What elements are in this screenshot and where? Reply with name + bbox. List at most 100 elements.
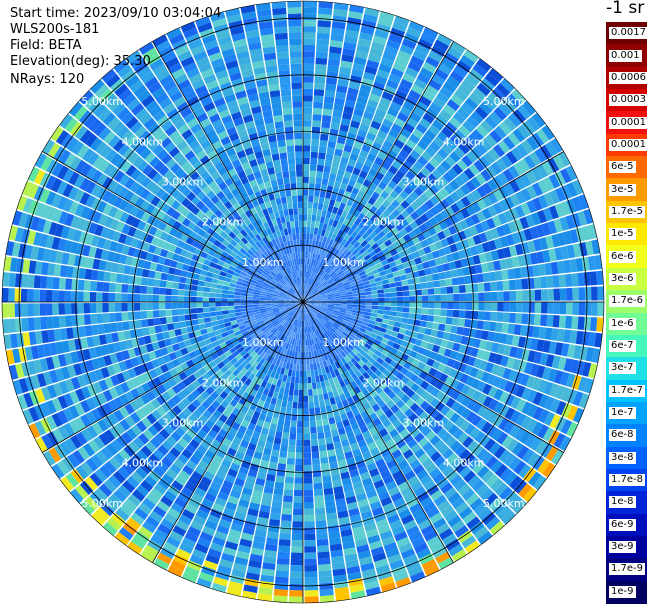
- range-gate-cell: [429, 512, 444, 524]
- range-gate-cell: [307, 214, 312, 221]
- range-gate-cell: [204, 276, 213, 283]
- range-gate-cell: [332, 324, 339, 330]
- range-gate-cell: [583, 378, 594, 394]
- range-gate-cell: [512, 499, 527, 514]
- range-gate-cell: [121, 370, 132, 382]
- range-gate-cell: [322, 418, 330, 426]
- range-gate-cell: [326, 345, 332, 353]
- range-gate-cell: [208, 444, 219, 455]
- range-gate-cell: [291, 331, 295, 339]
- range-gate-cell: [307, 305, 314, 310]
- range-gate-cell: [292, 107, 303, 115]
- range-gate-cell: [171, 480, 184, 492]
- range-gate-cell: [291, 338, 296, 345]
- range-gate-cell: [318, 146, 327, 154]
- range-gate-cell: [266, 322, 273, 328]
- range-gate-cell: [384, 302, 391, 307]
- range-gate-cell: [265, 543, 278, 552]
- range-gate-cell: [306, 307, 311, 313]
- range-gate-cell: [177, 308, 185, 316]
- range-gate-cell: [290, 303, 297, 305]
- range-gate-cell: [426, 342, 435, 351]
- range-gate-cell: [274, 121, 284, 129]
- range-gate-cell: [238, 499, 250, 508]
- range-gate-cell: [45, 235, 55, 249]
- range-gate-cell: [212, 273, 220, 280]
- range-gate-cell: [12, 348, 21, 364]
- range-gate-cell: [330, 370, 337, 378]
- range-gate-cell: [22, 409, 34, 425]
- range-gate-cell: [162, 413, 173, 424]
- range-gate-cell: [159, 248, 169, 258]
- range-gate-cell: [440, 504, 455, 517]
- range-gate-cell: [289, 170, 296, 178]
- range-gate-cell: [316, 342, 321, 350]
- range-gate-cell: [349, 350, 357, 358]
- range-gate-cell: [325, 404, 333, 413]
- range-gate-cell: [238, 356, 246, 365]
- range-gate-cell: [172, 275, 181, 283]
- range-gate-cell: [378, 390, 387, 400]
- range-gate-cell: [259, 350, 267, 358]
- range-gate-cell: [30, 246, 39, 260]
- range-gate-cell: [303, 452, 312, 459]
- range-gate-cell: [66, 227, 76, 241]
- range-gate-cell: [448, 424, 459, 436]
- range-gate-cell: [152, 287, 160, 295]
- range-gate-cell: [272, 365, 279, 373]
- range-gate-cell: [193, 267, 202, 275]
- range-gate-cell: [235, 284, 243, 289]
- range-gate-cell: [465, 411, 477, 423]
- range-gate-cell: [33, 359, 43, 374]
- range-gate-cell: [178, 315, 186, 322]
- range-gate-cell: [273, 115, 284, 123]
- range-gate-cell: [202, 350, 211, 359]
- range-gate-cell: [342, 419, 351, 428]
- range-gate-cell: [278, 360, 284, 368]
- range-gate-cell: [271, 304, 279, 307]
- range-gate-cell: [358, 465, 369, 475]
- range-gate-cell: [220, 365, 229, 374]
- range-gate-cell: [406, 324, 414, 331]
- range-gate-cell: [12, 379, 23, 396]
- range-gate-cell: [384, 356, 393, 365]
- range-gate-cell: [398, 345, 407, 353]
- range-gate-cell: [503, 380, 514, 393]
- range-gate-cell: [212, 536, 226, 547]
- range-gate-cell: [228, 290, 235, 295]
- range-gate-cell: [202, 307, 210, 313]
- range-gate-cell: [395, 577, 411, 588]
- range-gate-cell: [259, 372, 266, 381]
- range-gate-cell: [275, 399, 283, 407]
- range-gate-cell: [368, 336, 376, 343]
- range-gate-cell: [163, 371, 173, 381]
- range-gate-cell: [131, 453, 144, 467]
- range-gate-cell: [267, 333, 274, 340]
- range-gate-cell: [241, 286, 249, 291]
- range-gate-cell: [288, 388, 294, 396]
- range-gate-cell: [374, 369, 383, 377]
- range-gate-cell: [131, 489, 146, 502]
- range-gate-cell: [162, 331, 170, 340]
- range-gate-cell: [341, 477, 352, 486]
- range-gate-cell: [315, 375, 320, 383]
- range-gate-cell: [136, 449, 148, 462]
- range-gate-cell: [273, 159, 281, 168]
- range-gate-cell: [303, 233, 307, 240]
- range-gate-cell: [279, 386, 285, 395]
- range-gate-cell: [174, 268, 182, 276]
- range-gate-cell: [352, 480, 364, 490]
- range-gate-cell: [212, 454, 224, 465]
- range-gate-cell: [253, 291, 261, 296]
- range-gate-cell: [313, 317, 318, 323]
- range-gate-cell: [309, 170, 317, 178]
- range-gate-cell: [205, 343, 214, 351]
- range-gate-cell: [291, 370, 296, 377]
- range-gate-cell: [372, 552, 387, 563]
- range-gate-cell: [265, 296, 273, 299]
- range-gate-cell: [431, 322, 440, 330]
- range-gate-cell: [265, 298, 272, 301]
- range-gate-cell: [224, 540, 239, 551]
- range-gate-cell: [281, 95, 292, 103]
- range-gate-cell: [69, 390, 80, 405]
